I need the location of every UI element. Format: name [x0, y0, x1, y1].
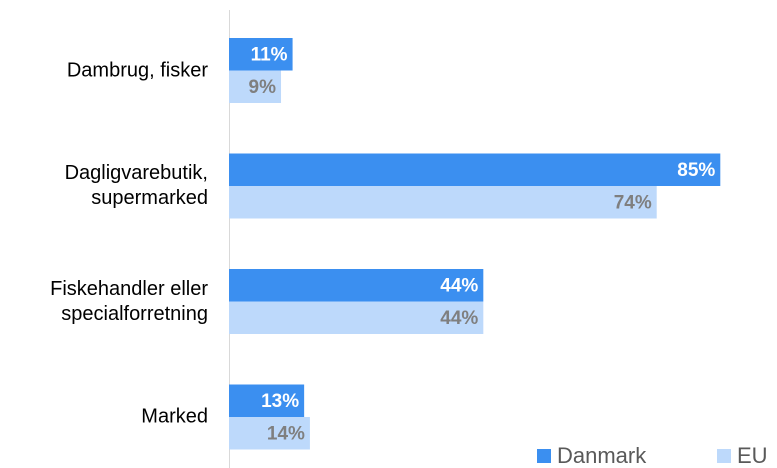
bar: [229, 269, 484, 302]
category-label: Fiskehandler eller specialforretning: [50, 277, 208, 325]
value-label: 9%: [249, 77, 277, 98]
bar: [229, 384, 305, 417]
bar: [229, 38, 293, 71]
category-label: Marked: [141, 405, 208, 428]
category-label: Dambrug, fisker: [66, 59, 208, 81]
value-label: 44%: [440, 308, 478, 329]
bar: [229, 70, 282, 103]
legend-swatch: [717, 449, 731, 463]
legend-label: Danmark: [557, 443, 647, 468]
bar: [229, 186, 657, 219]
legend-swatch: [537, 449, 551, 463]
bar: [229, 417, 310, 450]
legend-label: EU: [737, 443, 768, 468]
value-label: 14%: [267, 423, 305, 444]
value-label: 85%: [677, 160, 715, 181]
value-label: 13%: [261, 391, 299, 412]
bar: [229, 153, 721, 186]
bar: [229, 301, 484, 334]
value-label: 44%: [440, 275, 478, 296]
value-label: 11%: [251, 44, 288, 65]
value-label: 74%: [614, 192, 652, 213]
category-label: Dagligvarebutik, supermarked: [64, 162, 208, 209]
